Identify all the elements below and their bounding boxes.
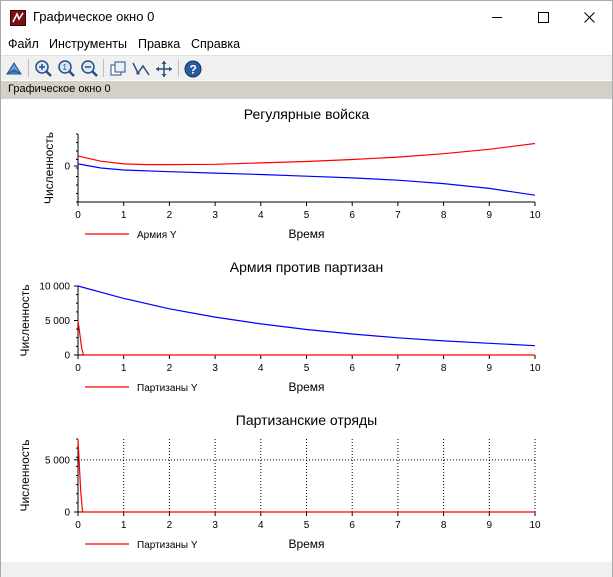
menu-bar: Файл Инструменты Правка Справка	[1, 34, 612, 54]
help-icon[interactable]: ?	[183, 59, 203, 79]
x-tick-label: 8	[441, 520, 447, 531]
y-tick-label: 5 000	[45, 316, 70, 327]
x-tick-label: 8	[441, 210, 447, 221]
x-tick-label: 0	[75, 210, 81, 221]
x-axis-label: Время	[288, 537, 324, 551]
x-tick-label: 5	[304, 210, 310, 221]
toolbar-separator	[103, 59, 104, 77]
x-tick-label: 9	[487, 363, 493, 374]
menu-file[interactable]: Файл	[8, 37, 39, 51]
minimize-button[interactable]	[474, 1, 520, 33]
toolbar: 1 ?	[1, 55, 612, 80]
x-tick-label: 4	[258, 363, 264, 374]
x-tick-label: 9	[487, 520, 493, 531]
x-tick-label: 5	[304, 520, 310, 531]
x-tick-label: 3	[212, 363, 218, 374]
x-tick-label: 1	[121, 363, 127, 374]
series-line-2	[77, 163, 536, 196]
x-tick-label: 6	[349, 520, 355, 531]
x-tick-label: 7	[395, 210, 401, 221]
minimize-icon	[491, 16, 502, 18]
y-axis-label: Численность	[18, 439, 32, 511]
zoom-original-icon[interactable]: 1	[56, 59, 76, 79]
rotate-icon[interactable]	[4, 59, 24, 79]
x-tick-label: 5	[304, 363, 310, 374]
x-tick-label: 0	[75, 363, 81, 374]
x-tick-label: 6	[349, 210, 355, 221]
x-tick-label: 7	[395, 520, 401, 531]
x-axis-label: Время	[288, 380, 324, 394]
close-icon	[583, 11, 595, 23]
menu-tools[interactable]: Инструменты	[49, 37, 127, 51]
move-icon[interactable]	[154, 59, 174, 79]
series-line-1	[77, 142, 536, 166]
x-tick-label: 7	[395, 363, 401, 374]
window-title: Графическое окно 0	[33, 9, 155, 24]
status-bar	[1, 562, 612, 577]
x-axis-label: Время	[288, 227, 324, 241]
menu-edit[interactable]: Правка	[138, 37, 181, 51]
svg-text:?: ?	[190, 63, 197, 77]
x-tick-label: 2	[167, 520, 173, 531]
legend-label: Армия Y	[137, 230, 177, 241]
legend-label: Партизаны Y	[137, 540, 198, 551]
series-line-1	[77, 285, 536, 347]
chart-1: Регулярные войска 0 1 2 3 4 5 6 7 8 9 10 0 Время Числе…	[42, 106, 541, 241]
y-tick-label: 0	[64, 508, 70, 519]
close-button[interactable]	[566, 1, 612, 33]
title-bar[interactable]: Графическое окно 0	[1, 1, 612, 34]
toolbar-separator	[28, 59, 29, 77]
zoom-in-icon[interactable]	[33, 59, 53, 79]
x-tick-label: 10	[529, 210, 541, 221]
x-tick-label: 2	[167, 210, 173, 221]
chart-title: Партизанские отряды	[236, 412, 377, 428]
x-tick-label: 9	[487, 210, 493, 221]
x-tick-label: 6	[349, 363, 355, 374]
x-tick-label: 2	[167, 363, 173, 374]
menu-help[interactable]: Справка	[191, 37, 241, 51]
chart-3: Партизанские отряды 0 1 2 3 4 5 6 7 8 9 10 0 5 000 Вре…	[18, 412, 541, 551]
x-tick-label: 1	[121, 210, 127, 221]
y-axis-label: Численность	[18, 284, 32, 356]
x-tick-label: 3	[212, 210, 218, 221]
datatip-icon[interactable]	[131, 59, 151, 79]
x-tick-label: 4	[258, 210, 264, 221]
chart-title: Армия против партизан	[230, 259, 383, 275]
series-line-1	[77, 438, 535, 513]
x-tick-label: 4	[258, 520, 264, 531]
y-tick-label: 10 000	[39, 282, 70, 293]
figure-tab[interactable]: Графическое окно 0	[1, 81, 612, 99]
y-axis-label: Численность	[42, 132, 56, 204]
series-line-2	[77, 320, 535, 356]
figure-tab-label: Графическое окно 0	[8, 83, 111, 95]
scilab-app-icon	[10, 10, 26, 26]
x-tick-label: 8	[441, 363, 447, 374]
zoom-out-icon[interactable]	[79, 59, 99, 79]
plot-area: Регулярные войска 0 1 2 3 4 5 6 7 8 9 10 0 Время Числе…	[1, 99, 612, 562]
chart-2: Армия против партизан 0 1 2 3 4 5 6 7 8 9 10 0 5 000 1…	[18, 259, 541, 394]
copy-figure-icon[interactable]	[108, 59, 128, 79]
x-tick-label: 3	[212, 520, 218, 531]
chart-title: Регулярные войска	[244, 106, 370, 122]
x-tick-label: 10	[529, 520, 541, 531]
y-tick-label: 5 000	[45, 455, 70, 466]
legend-label: Партизаны Y	[137, 383, 198, 394]
toolbar-separator	[178, 59, 179, 77]
y-tick-label: 0	[64, 162, 70, 173]
maximize-icon	[537, 11, 549, 23]
svg-text:1: 1	[63, 63, 68, 72]
x-tick-label: 10	[529, 363, 541, 374]
x-tick-label: 1	[121, 520, 127, 531]
x-tick-label: 0	[75, 520, 81, 531]
maximize-button[interactable]	[520, 1, 566, 33]
y-tick-label: 0	[64, 351, 70, 362]
